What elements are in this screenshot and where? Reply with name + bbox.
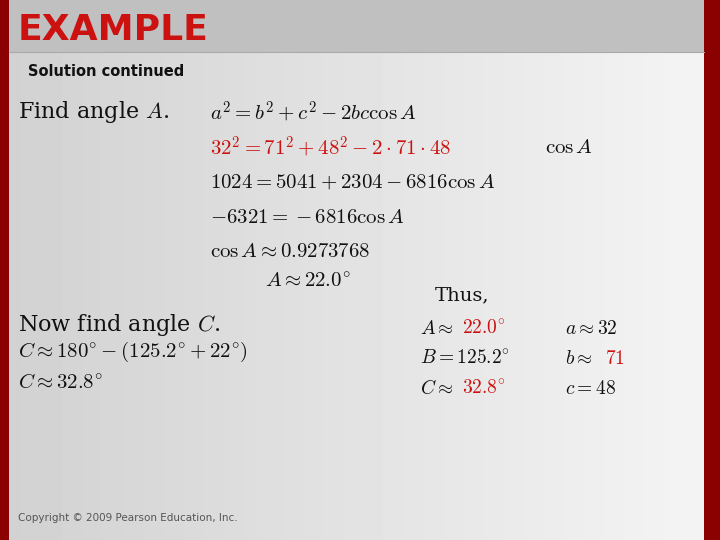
Text: $32^{2}=71^{2}+48^{2}-2\cdot71\cdot48$: $32^{2}=71^{2}+48^{2}-2\cdot71\cdot48$ — [210, 134, 451, 159]
Bar — [9, 0, 704, 52]
Text: $\cos A\approx0.9273768$: $\cos A\approx0.9273768$ — [210, 241, 370, 261]
Text: EXAMPLE: EXAMPLE — [18, 13, 209, 47]
Text: $C\approx180^{\circ}-(125.2^{\circ}+22^{\circ})$: $C\approx180^{\circ}-(125.2^{\circ}+22^{… — [18, 340, 248, 364]
Text: $22.0^{\circ}$: $22.0^{\circ}$ — [462, 319, 505, 338]
Text: Copyright © 2009 Pearson Education, Inc.: Copyright © 2009 Pearson Education, Inc. — [18, 513, 238, 523]
Bar — [0, 0, 9, 540]
Text: $a^{2}=b^{2}+c^{2}-2bc\cos A$: $a^{2}=b^{2}+c^{2}-2bc\cos A$ — [210, 99, 416, 125]
Text: Thus,: Thus, — [435, 286, 490, 304]
Bar — [704, 0, 720, 540]
Text: $-6321=-6816\cos A$: $-6321=-6816\cos A$ — [210, 207, 405, 227]
Text: $A\approx22.0^{\circ}$: $A\approx22.0^{\circ}$ — [265, 272, 351, 292]
Text: $a\approx32$: $a\approx32$ — [565, 319, 618, 338]
Text: $c=48$: $c=48$ — [565, 379, 616, 397]
Text: Solution continued: Solution continued — [28, 64, 184, 79]
Text: $1024=5041+2304-6816\cos A$: $1024=5041+2304-6816\cos A$ — [210, 172, 495, 192]
Text: $\cos A$: $\cos A$ — [545, 137, 593, 157]
Text: $C\approx$: $C\approx$ — [420, 379, 454, 397]
Text: $C\approx32.8^{\circ}$: $C\approx32.8^{\circ}$ — [18, 372, 103, 392]
Text: $32.8^{\circ}$: $32.8^{\circ}$ — [462, 379, 505, 397]
Text: Now find angle $C$.: Now find angle $C$. — [18, 312, 220, 338]
Text: $A\approx$: $A\approx$ — [420, 319, 454, 338]
Text: $B=125.2^{\circ}$: $B=125.2^{\circ}$ — [420, 348, 510, 368]
Text: $71$: $71$ — [605, 348, 625, 368]
Text: $b\approx$: $b\approx$ — [565, 348, 593, 368]
Text: Find angle $A$.: Find angle $A$. — [18, 99, 169, 125]
